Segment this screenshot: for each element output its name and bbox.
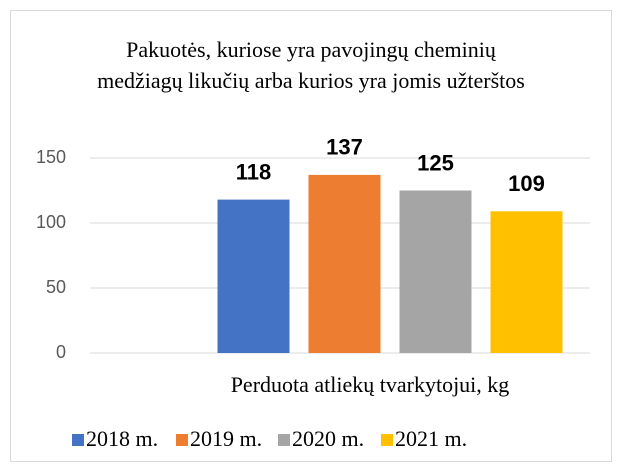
legend-swatch [176,434,188,446]
legend-swatch [278,434,290,446]
legend-label: 2020 m. [292,426,364,451]
x-tick-label: Perduota atliekų tvarkytojui, kg [231,372,510,397]
chart-border [10,10,612,462]
legend-label: 2018 m. [86,426,158,451]
legend-label: 2019 m. [190,426,262,451]
legend-swatch [72,434,84,446]
bar [490,211,563,353]
data-label: 118 [236,159,272,184]
legend-label: 2021 m. [395,426,467,451]
bar [217,199,290,353]
y-tick-label: 150 [36,147,66,167]
y-tick-label: 50 [46,277,66,297]
bar [399,190,472,353]
y-tick-label: 0 [56,342,66,362]
legend-swatch [381,434,393,446]
data-label: 109 [508,171,545,196]
y-tick-label: 100 [36,212,66,232]
data-label: 125 [417,150,454,175]
chart-title: Pakuotės, kuriose yra pavojingų cheminių… [97,37,525,93]
data-label: 137 [326,135,363,160]
bar [308,174,381,353]
